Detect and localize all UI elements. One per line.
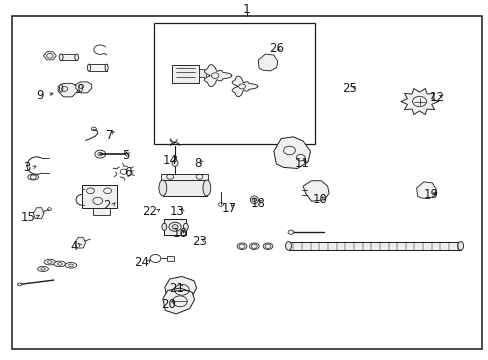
Circle shape: [287, 230, 293, 234]
Text: 19: 19: [423, 188, 438, 201]
Bar: [161, 174, 208, 180]
Bar: [89, 64, 106, 71]
Bar: [164, 219, 185, 235]
Ellipse shape: [237, 243, 246, 249]
Text: 15: 15: [21, 211, 36, 224]
Text: 16: 16: [172, 227, 187, 240]
Polygon shape: [76, 82, 92, 93]
Bar: [167, 256, 174, 261]
Bar: [154, 23, 315, 144]
Text: 20: 20: [161, 298, 176, 311]
Ellipse shape: [87, 64, 90, 71]
Polygon shape: [258, 54, 277, 71]
Ellipse shape: [183, 223, 188, 230]
Polygon shape: [58, 84, 77, 97]
Text: 23: 23: [192, 235, 206, 248]
Ellipse shape: [285, 242, 291, 250]
Text: 1: 1: [243, 3, 250, 15]
Text: 24: 24: [134, 256, 149, 269]
Text: 25: 25: [342, 82, 356, 95]
Ellipse shape: [172, 160, 178, 166]
Ellipse shape: [79, 84, 82, 92]
Bar: [61, 54, 77, 60]
Circle shape: [251, 198, 256, 202]
Ellipse shape: [28, 174, 39, 180]
Ellipse shape: [59, 84, 62, 92]
Polygon shape: [204, 65, 231, 86]
Text: 21: 21: [169, 282, 184, 294]
Ellipse shape: [65, 262, 77, 268]
Text: 3: 3: [23, 161, 31, 174]
Bar: [163, 180, 206, 196]
Polygon shape: [75, 237, 85, 248]
Ellipse shape: [250, 196, 258, 204]
Polygon shape: [232, 76, 257, 97]
Ellipse shape: [44, 259, 56, 265]
Text: 4: 4: [70, 240, 78, 253]
Text: 18: 18: [250, 197, 264, 210]
Ellipse shape: [38, 266, 48, 271]
Polygon shape: [43, 52, 56, 60]
Bar: [172, 65, 199, 83]
Text: 11: 11: [294, 157, 309, 170]
Text: 2: 2: [102, 199, 110, 212]
Polygon shape: [164, 276, 196, 302]
Ellipse shape: [263, 243, 272, 249]
Ellipse shape: [457, 242, 463, 250]
Ellipse shape: [18, 283, 21, 286]
Bar: [82, 185, 117, 208]
Polygon shape: [33, 208, 44, 219]
Polygon shape: [416, 182, 435, 199]
Text: 14: 14: [163, 154, 177, 167]
Ellipse shape: [105, 64, 108, 71]
Text: 6: 6: [124, 166, 132, 179]
Bar: [93, 208, 110, 215]
Bar: [61, 84, 81, 92]
Text: 12: 12: [429, 91, 444, 104]
Text: 26: 26: [268, 42, 283, 55]
Text: 9: 9: [36, 89, 44, 102]
Text: 5: 5: [122, 149, 130, 162]
Polygon shape: [163, 288, 194, 314]
Polygon shape: [303, 181, 328, 201]
Ellipse shape: [249, 243, 259, 249]
Text: 22: 22: [142, 205, 157, 218]
Text: 8: 8: [194, 157, 202, 170]
Ellipse shape: [54, 261, 65, 267]
Ellipse shape: [59, 54, 63, 60]
Ellipse shape: [162, 223, 166, 230]
Text: 17: 17: [221, 202, 236, 215]
Ellipse shape: [159, 180, 166, 196]
Ellipse shape: [75, 54, 79, 60]
Polygon shape: [400, 89, 437, 114]
Text: 13: 13: [169, 205, 184, 218]
Text: 7: 7: [106, 129, 114, 141]
Bar: [288, 242, 460, 250]
Bar: [199, 69, 206, 77]
Text: 10: 10: [312, 193, 327, 206]
Ellipse shape: [203, 180, 210, 196]
Polygon shape: [273, 137, 310, 168]
Ellipse shape: [172, 225, 178, 229]
